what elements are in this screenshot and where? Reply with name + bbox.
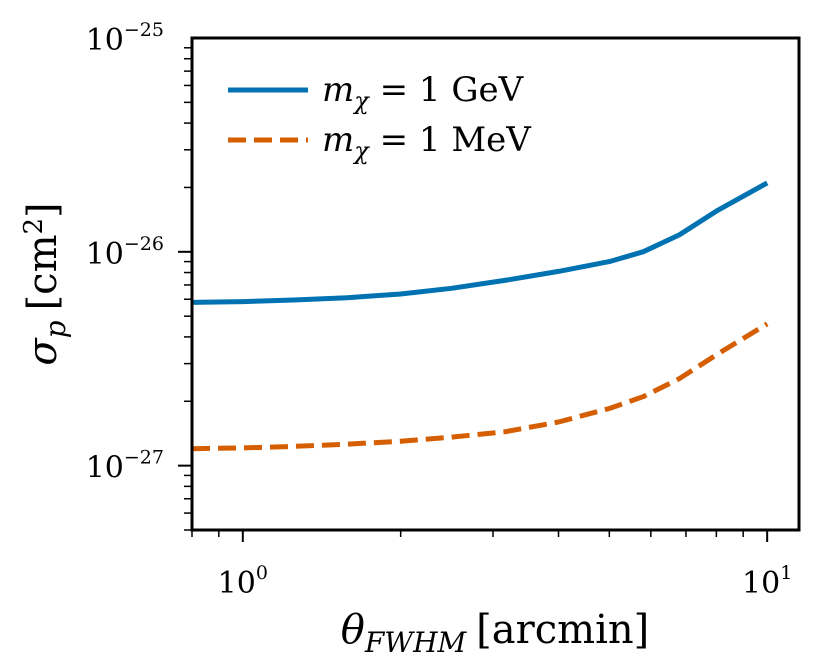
y-tick-label: 10−27 (86, 447, 164, 486)
ticks-layer (178, 47, 769, 542)
x-tick-label: 101 (742, 562, 792, 601)
series-line-mev (191, 321, 769, 452)
ticklabel-layer: 100 101 10−27 10−26 10−25 (86, 19, 793, 601)
legend: mχ = 1 GeV mχ = 1 MeV (228, 70, 532, 165)
x-axis-label: θFWHM [arcmin] (341, 607, 649, 659)
y-axis-label: σp[cm2] (19, 202, 72, 365)
legend-label-mev: mχ = 1 MeV (322, 120, 532, 165)
series-layer (191, 180, 769, 452)
legend-label-gev: mχ = 1 GeV (322, 70, 525, 115)
y-tick-label: 10−26 (86, 233, 164, 272)
y-tick-label: 10−25 (86, 19, 164, 58)
x-tick-label: 100 (218, 562, 268, 601)
plot-frame (190, 36, 801, 532)
series-line-gev (191, 180, 769, 305)
